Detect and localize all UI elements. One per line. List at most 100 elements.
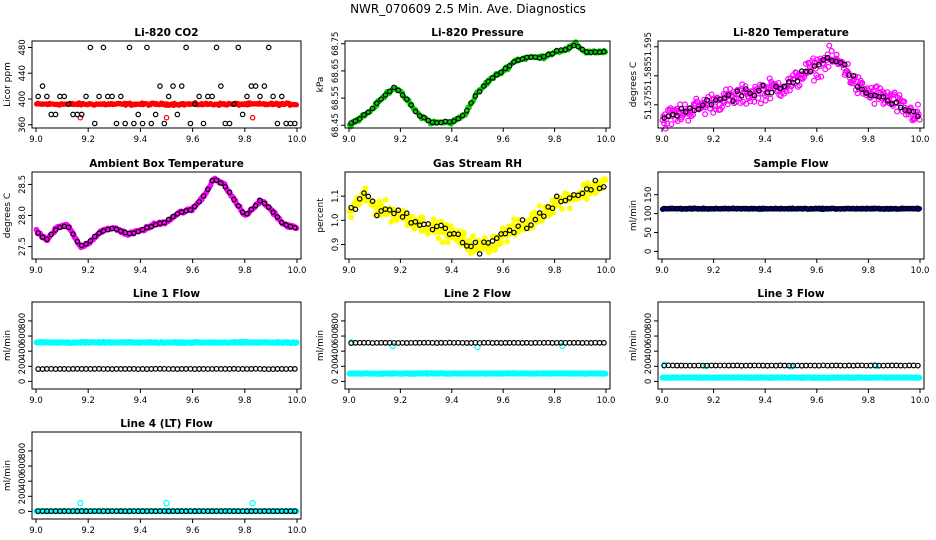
data-point [163, 114, 170, 121]
data-point [113, 226, 120, 232]
x-tick-label: 10.0 [597, 266, 616, 276]
data-point [472, 239, 479, 246]
data-point [361, 190, 367, 196]
data-point [70, 231, 76, 237]
data-point [549, 50, 556, 57]
plot-frame [344, 40, 611, 129]
chart-title: Sample Flow [753, 158, 828, 170]
y-tick-label: 600 [18, 458, 28, 474]
x-tick-label: 9.6 [186, 135, 200, 145]
x-tick-label: 9.2 [81, 396, 95, 406]
y-axis-label: kPa [316, 77, 326, 93]
y-tick-label: 0 [18, 509, 28, 514]
data-point [893, 99, 900, 106]
data-point [575, 43, 581, 50]
data-point [575, 192, 581, 199]
data-point [365, 193, 372, 200]
data-point [755, 87, 762, 94]
data-point [519, 217, 526, 223]
data-point [91, 233, 98, 240]
plot-frame [31, 40, 302, 129]
data-point [777, 85, 784, 92]
data-point [293, 339, 300, 346]
data-point [678, 105, 685, 112]
data-point [796, 82, 803, 89]
x-tick-label: 9.6 [810, 266, 824, 276]
data-point [183, 44, 189, 51]
data-point [261, 200, 268, 207]
data-point [481, 83, 487, 89]
x-tick-label: 9.2 [394, 135, 408, 145]
chart-panel: Ambient Box Temperature degrees C 9.0 9.2 9.… [3, 158, 306, 276]
y-tick-label: 800 [644, 313, 654, 329]
data-point [724, 101, 731, 108]
data-point [369, 105, 376, 112]
data-point [235, 44, 242, 51]
data-point [850, 72, 857, 79]
data-point [235, 203, 242, 209]
data-point [492, 247, 498, 253]
data-point [824, 54, 831, 61]
chart-title: Line 4 (LT) Flow [120, 418, 213, 430]
data-point [205, 93, 211, 100]
data-point [61, 93, 68, 100]
data-point [356, 196, 363, 202]
x-tick-label: 9.2 [394, 396, 408, 406]
data-point [708, 101, 715, 108]
y-tick-label: 400 [18, 91, 28, 107]
x-tick-label: 9.0 [29, 526, 43, 536]
data-point [768, 89, 775, 96]
x-tick-label: 9.0 [655, 135, 669, 145]
x-tick-label: 9.4 [445, 266, 459, 276]
data-point [562, 197, 569, 204]
data-point [914, 101, 921, 108]
data-point [743, 86, 749, 92]
data-point [96, 230, 102, 237]
data-point [131, 120, 137, 127]
y-tick-label: 28.0 [18, 206, 28, 225]
x-tick-label: 9.6 [496, 135, 510, 145]
x-tick-label: 9.2 [394, 266, 408, 276]
chart-title: Line 1 Flow [133, 288, 200, 300]
y-tick-label: 200 [18, 488, 28, 504]
data-point [844, 61, 851, 68]
data-series [33, 338, 300, 347]
data-point [411, 225, 418, 232]
data-point [549, 205, 556, 212]
data-point [408, 102, 414, 108]
data-point [897, 104, 904, 111]
x-tick-label: 9.2 [707, 396, 721, 406]
x-tick-label: 9.4 [758, 396, 772, 406]
data-point [187, 120, 194, 127]
y-axis-label: degrees C [3, 193, 13, 238]
data-point [601, 48, 607, 55]
x-tick-label: 9.0 [342, 266, 356, 276]
x-tick-label: 9.2 [81, 266, 95, 276]
x-tick-label: 10.0 [288, 266, 307, 276]
x-tick-label: 10.0 [288, 135, 307, 145]
data-point [362, 185, 369, 192]
data-point [738, 93, 745, 99]
data-point [742, 83, 749, 90]
x-tick-label: 9.6 [496, 396, 510, 406]
data-point [161, 120, 168, 127]
data-point [915, 113, 921, 120]
data-point [412, 108, 419, 115]
x-tick-label: 9.0 [655, 396, 669, 406]
plot-frame [657, 40, 925, 129]
data-point [498, 239, 504, 246]
data-point [409, 213, 415, 220]
data-point [170, 83, 176, 89]
data-point [880, 94, 887, 100]
data-series [346, 175, 609, 257]
y-tick-label: 150 [644, 187, 654, 203]
data-point [905, 111, 912, 118]
data-point [725, 92, 732, 98]
data-point [52, 227, 59, 233]
data-point [910, 116, 917, 123]
data-point [493, 235, 500, 242]
data-point [252, 83, 259, 89]
data-point [472, 93, 479, 99]
x-tick-label: 9.8 [238, 396, 252, 406]
data-point [674, 112, 680, 119]
